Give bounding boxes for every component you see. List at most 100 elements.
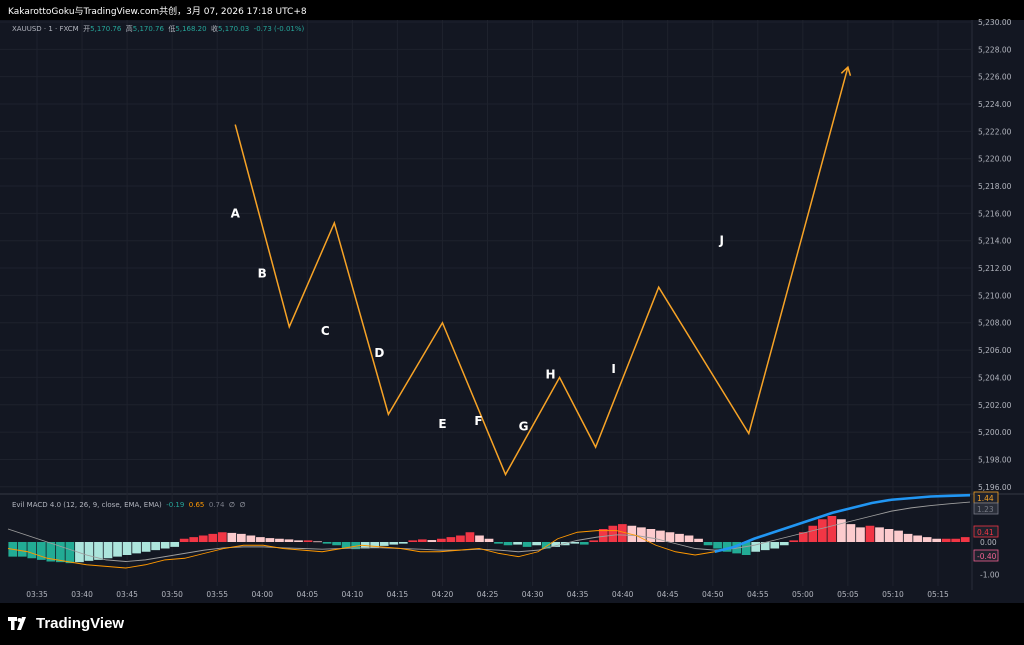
macd-histogram-bar <box>960 537 970 542</box>
macd-histogram-bar <box>951 538 961 542</box>
wave-label-a: A <box>231 206 241 220</box>
price-tick-label: 5,214.00 <box>978 237 1012 246</box>
macd-histogram-bar <box>941 538 951 542</box>
macd-histogram-bar <box>532 542 541 546</box>
close-label: 收 <box>211 25 219 33</box>
macd-histogram-bar <box>846 524 856 542</box>
macd-histogram-bar <box>827 516 837 542</box>
macd-histogram-bar <box>798 532 808 542</box>
price-tick-label: 5,206.00 <box>978 346 1012 355</box>
price-tick-label: 5,202.00 <box>978 401 1012 410</box>
low-value: 5,168.20 <box>175 25 207 33</box>
time-tick-label: 04:35 <box>567 590 589 599</box>
macd-histogram-bar <box>694 538 703 542</box>
macd-histogram-bar <box>332 542 341 546</box>
chart-canvas[interactable]: 5,230.00 5,228.00 5,226.00 5,224.00 5,222.00… <box>0 0 1024 603</box>
macd-histogram-bar <box>246 535 256 542</box>
low-label: 低 <box>168 25 176 33</box>
wave-label-i: I <box>611 362 615 376</box>
macd-price-tag: 1.44 <box>973 491 999 504</box>
price-tick-label: 5,230.00 <box>978 18 1012 27</box>
price-tick-label: 5,222.00 <box>978 127 1012 136</box>
macd-histogram-bar <box>408 540 418 542</box>
symbol-legend[interactable]: XAUUSD · 1 · FXCM 开5,170.76 高5,170.76 低5… <box>12 24 304 34</box>
time-tick-label: 04:55 <box>747 590 769 599</box>
macd-histogram-bar <box>122 542 132 555</box>
wave-label-g: G <box>519 420 529 434</box>
macd-histogram-bar <box>370 542 380 548</box>
footer-bar <box>0 603 1024 645</box>
macd-histogram-bar <box>141 542 151 552</box>
macd-histogram-bar <box>379 542 389 546</box>
time-tick-label: 04:05 <box>296 590 318 599</box>
snapshot-caption: KakarottoGoku与TradingView.com共创，3月 07, 2… <box>8 7 307 17</box>
macd-histogram-bar <box>808 525 818 542</box>
wave-label-e: E <box>438 417 446 431</box>
macd-histogram-bar <box>427 540 437 542</box>
macd-histogram-bar <box>894 530 903 542</box>
macd-histogram-bar <box>351 542 361 550</box>
macd-histogram-bar <box>751 542 761 552</box>
time-tick-label: 04:00 <box>251 590 273 599</box>
macd-histogram-bar <box>179 538 189 542</box>
macd-price-tag-text: 1.44 <box>977 494 994 503</box>
wave-label-c: C <box>321 324 330 338</box>
macd-histogram-bar <box>275 538 284 542</box>
tradingview-logo-icon <box>8 617 26 630</box>
macd-value-1: -0.19 <box>166 501 185 509</box>
snapshot-header: KakarottoGoku与TradingView.com共创，3月 07, 2… <box>0 0 1024 20</box>
macd-value-3: 0.74 <box>208 501 225 509</box>
macd-histogram-bar <box>113 542 122 557</box>
macd-histogram-bar <box>75 542 84 563</box>
macd-histogram-bar <box>665 532 675 542</box>
macd-histogram-bar <box>837 519 846 542</box>
macd-histogram-bar <box>132 542 141 554</box>
macd-trend-highlight <box>714 493 971 554</box>
macd-histogram-bar <box>475 535 484 542</box>
price-tick-label: 5,196.00 <box>978 483 1012 492</box>
macd-histogram-bar <box>17 542 27 557</box>
price-tick-label: 5,224.00 <box>978 100 1012 109</box>
macd-histogram-bar <box>503 542 513 546</box>
macd-histogram-bar <box>703 542 713 546</box>
wave-label-b: B <box>258 267 267 281</box>
price-tick-label: 5,216.00 <box>978 209 1012 218</box>
price-tick-label: 5,210.00 <box>978 291 1012 300</box>
price-tick-label: 5,218.00 <box>978 182 1012 191</box>
price-tick-label: 5,212.00 <box>978 264 1012 273</box>
macd-histogram-bar <box>284 539 294 542</box>
macd-histogram-bar <box>522 542 532 547</box>
price-tick-label: 5,228.00 <box>978 45 1012 54</box>
macd-legend[interactable]: Evil MACD 4.0 (12, 26, 9, close, EMA, EM… <box>12 501 246 509</box>
macd-histogram-bar <box>637 527 646 542</box>
macd-histogram-bar <box>494 542 503 544</box>
macd-histogram-bar <box>884 529 894 542</box>
time-tick-label: 04:20 <box>432 590 454 599</box>
wave-label-h: H <box>546 368 556 382</box>
open-value: 5,170.76 <box>90 25 122 33</box>
macd-price-tag-box <box>973 525 999 538</box>
macd-price-tag-box <box>973 549 999 562</box>
macd-histogram-bar <box>789 540 799 542</box>
macd-histogram-bar <box>779 542 789 546</box>
chart-background <box>0 20 1024 603</box>
time-tick-label: 05:15 <box>927 590 949 599</box>
macd-histogram-bar <box>322 542 332 544</box>
macd-tick-label: -1.00 <box>980 571 1000 580</box>
change-value: -0.73 (-0.01%) <box>253 25 305 33</box>
macd-price-tag-text: -0.40 <box>977 552 997 561</box>
macd-empty-1: ∅ <box>228 501 235 509</box>
tradingview-logo[interactable]: TradingView <box>8 615 124 632</box>
macd-histogram-bar <box>713 542 722 549</box>
tradingview-brand: TradingView <box>36 615 125 632</box>
macd-histogram-bar <box>56 542 65 563</box>
price-tick-label: 5,200.00 <box>978 428 1012 437</box>
macd-histogram-bar <box>36 542 46 560</box>
open-label: 开 <box>83 25 91 33</box>
macd-histogram-bar <box>94 542 103 560</box>
macd-histogram-bar <box>151 542 160 551</box>
macd-histogram-bar <box>103 542 113 559</box>
macd-histogram-bar <box>437 538 446 542</box>
macd-histogram-bar <box>198 535 208 542</box>
